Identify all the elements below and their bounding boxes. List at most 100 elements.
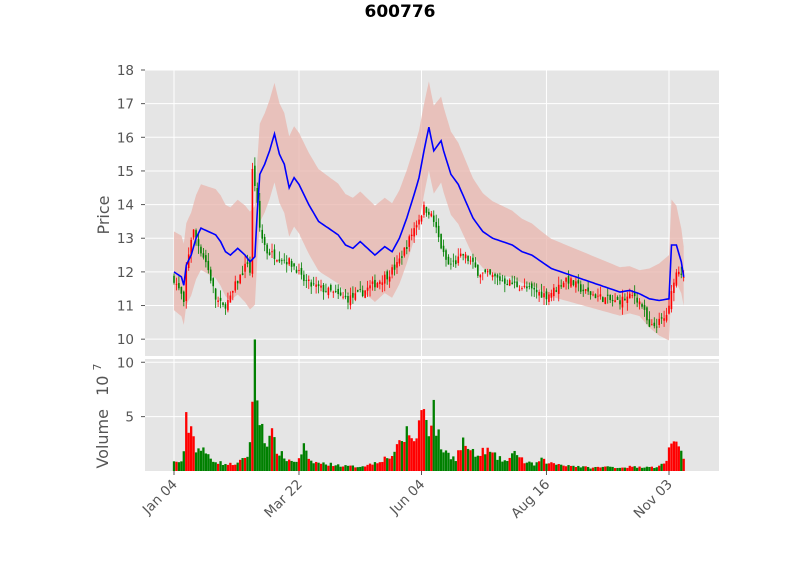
candle-body (528, 285, 531, 287)
price-tick-labels: 10 11 12 13 14 15 16 17 18 (117, 63, 145, 348)
candle-body (628, 293, 631, 299)
volume-bar (386, 458, 389, 471)
volume-bar (256, 400, 259, 471)
candle-body (173, 275, 175, 283)
candle-body (374, 279, 376, 288)
candle-body (361, 290, 364, 297)
moving-average-line (173, 127, 685, 302)
volume-bar (258, 425, 261, 471)
candle-body (398, 258, 401, 264)
candle (202, 248, 205, 260)
volume-bar (341, 466, 345, 471)
candle (477, 264, 479, 278)
candle (472, 253, 474, 269)
volume-bar (596, 466, 600, 471)
date-axis: Jan 04 Mar 22 Jun 04 Aug 16 Nov 03 (139, 471, 676, 522)
volume-bar (317, 462, 320, 471)
candle (575, 277, 577, 293)
candle-body (646, 307, 648, 321)
candle-body (496, 274, 499, 278)
volume-bar (351, 465, 355, 471)
volume-bar (604, 466, 607, 471)
volume-bar (268, 435, 271, 471)
volume-bar (202, 447, 205, 471)
volume-bar (449, 459, 453, 471)
candle (381, 275, 384, 293)
candle-body (577, 280, 580, 284)
candle (288, 257, 290, 267)
candle-body (584, 289, 587, 291)
candle (401, 250, 403, 265)
candle-body (477, 264, 479, 276)
volume-bar (182, 451, 185, 471)
candle-body (455, 260, 457, 265)
candle (369, 280, 371, 297)
candle-body (183, 291, 185, 302)
volume-axis-exponent-power: 7 (91, 363, 104, 370)
candle-body (352, 292, 354, 298)
candle-body (364, 290, 366, 298)
volume-bar (650, 466, 653, 471)
volume-bar (488, 451, 492, 471)
volume-bar (224, 463, 227, 471)
candle (205, 249, 207, 268)
candle (565, 277, 567, 290)
volume-bar (337, 464, 340, 471)
candle-body (376, 282, 379, 288)
candle-body (298, 269, 300, 271)
date-tick-label: Nov 03 (631, 477, 676, 522)
volume-bar (368, 463, 372, 471)
volume-bar (246, 456, 249, 471)
volume-bar (491, 452, 494, 471)
candle (464, 251, 467, 264)
price-tick-label: 12 (117, 265, 134, 281)
candle (486, 268, 489, 277)
volume-bar (645, 466, 649, 471)
candle (241, 265, 244, 276)
candle (285, 255, 288, 273)
volume-bar (584, 466, 587, 471)
volume-bar (462, 437, 465, 471)
candle (587, 280, 589, 295)
volume-bar (417, 420, 421, 471)
candle (496, 273, 499, 286)
candle (506, 279, 509, 286)
volume-bar (582, 466, 585, 471)
candle-body (209, 269, 212, 281)
candle-body (268, 252, 271, 256)
volume-axis-label: Volume 10 7 (91, 363, 112, 468)
candle-body (553, 287, 555, 297)
candle (379, 279, 381, 290)
volume-bar (547, 463, 551, 471)
candle-body (663, 318, 665, 321)
candle-body (241, 273, 244, 275)
candle-body (219, 297, 222, 301)
candle-body (278, 259, 281, 262)
volume-bar (175, 461, 178, 471)
candle (337, 284, 339, 299)
candle (445, 248, 447, 267)
candle (432, 210, 435, 227)
candle (567, 270, 570, 290)
candle (675, 268, 678, 288)
candle (481, 272, 484, 281)
candle-body (347, 295, 349, 303)
candle (665, 307, 668, 323)
candle-body (415, 225, 418, 228)
volume-bar (324, 464, 328, 471)
candle (636, 293, 638, 308)
candle (653, 317, 656, 329)
volume-bar (677, 446, 680, 471)
candle (236, 280, 239, 290)
volume-bar (525, 462, 529, 471)
candle (249, 256, 251, 276)
volume-bar (594, 466, 597, 471)
candle-body (303, 274, 305, 282)
candle-body (425, 207, 428, 213)
candle-body (680, 273, 683, 275)
candle (530, 281, 533, 297)
candle-body (508, 280, 511, 286)
volume-bar (278, 455, 281, 471)
candle (638, 298, 641, 310)
